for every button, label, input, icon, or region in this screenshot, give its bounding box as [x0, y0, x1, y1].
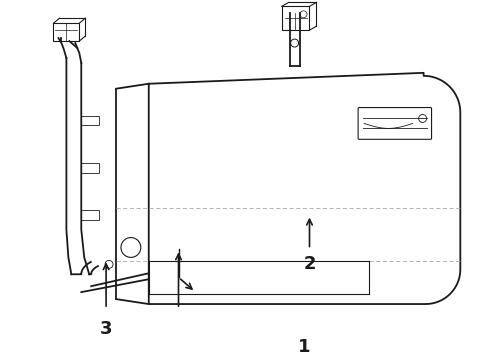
Bar	[81, 116, 99, 125]
Bar	[81, 163, 99, 173]
Text: 3: 3	[100, 320, 112, 338]
Bar	[81, 210, 99, 220]
Bar	[53, 23, 79, 41]
Text: 2: 2	[303, 255, 316, 273]
Text: 1: 1	[298, 338, 311, 356]
Bar	[282, 6, 310, 30]
